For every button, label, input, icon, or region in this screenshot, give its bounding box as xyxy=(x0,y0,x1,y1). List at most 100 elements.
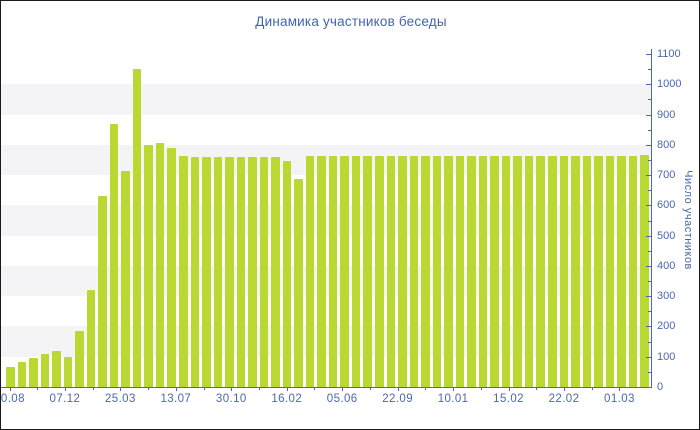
y-axis-title: Число участников xyxy=(682,170,694,270)
y-tick-label: 1100 xyxy=(657,48,681,60)
x-tick xyxy=(619,387,621,391)
y-tick xyxy=(646,54,651,55)
plot-area xyxy=(1,54,651,388)
bar xyxy=(421,155,430,387)
chart-title: Динамика участников беседы xyxy=(255,14,447,29)
x-tick xyxy=(231,387,233,391)
bar xyxy=(178,156,188,387)
y-tick xyxy=(646,387,651,388)
x-tick-label: 05.06 xyxy=(326,393,358,405)
x-tick-label: 22.02 xyxy=(548,393,580,405)
x-tick-label: 07.12 xyxy=(49,393,81,405)
bar xyxy=(29,357,38,387)
y-tick-label: 300 xyxy=(657,290,676,303)
bar xyxy=(582,155,592,387)
grid-band xyxy=(1,84,651,115)
bar xyxy=(478,155,488,387)
bar xyxy=(63,357,73,387)
y-minor-tick xyxy=(648,69,651,71)
y-tick-label: 100 xyxy=(657,350,676,363)
y-minor-tick xyxy=(648,281,651,283)
bar xyxy=(190,156,200,387)
y-tick xyxy=(646,296,651,298)
x-minor-tick xyxy=(480,387,482,390)
bar xyxy=(144,144,153,387)
bar xyxy=(398,155,407,387)
bar xyxy=(155,143,165,387)
bar xyxy=(236,156,246,387)
bar-series xyxy=(6,54,649,387)
bar xyxy=(6,367,15,387)
x-tick-label: 01.03 xyxy=(604,393,635,405)
bar xyxy=(501,155,511,387)
bar xyxy=(386,155,396,387)
x-tick xyxy=(286,387,288,391)
x-tick-label: 13.07 xyxy=(160,393,192,405)
y-tick-label: 600 xyxy=(657,199,676,212)
y-tick xyxy=(646,175,651,177)
x-tick-label: 25.03 xyxy=(105,393,136,405)
bar xyxy=(524,155,534,387)
x-minor-tick xyxy=(92,387,94,390)
y-tick xyxy=(646,114,651,116)
y-minor-tick xyxy=(648,190,651,192)
bar xyxy=(351,155,361,387)
y-minor-tick xyxy=(648,159,651,161)
y-tick-label: 500 xyxy=(657,229,676,242)
bar xyxy=(86,290,96,387)
y-tick xyxy=(646,84,651,86)
x-minor-tick xyxy=(314,387,316,390)
y-tick xyxy=(646,265,651,267)
bar xyxy=(375,155,384,387)
x-minor-tick xyxy=(37,387,39,390)
bar xyxy=(617,155,626,387)
bar xyxy=(17,362,27,387)
x-tick xyxy=(175,387,177,391)
y-tick xyxy=(646,205,651,207)
y-tick xyxy=(646,356,651,358)
bar xyxy=(98,196,107,387)
bar xyxy=(259,156,269,387)
bar xyxy=(40,354,50,387)
bar xyxy=(594,155,603,387)
x-tick-label: 15.02 xyxy=(493,393,524,405)
y-axis-line xyxy=(651,49,652,388)
x-minor-tick xyxy=(148,387,150,390)
y-tick-label: 0 xyxy=(657,381,664,393)
bar xyxy=(282,160,292,387)
x-tick xyxy=(397,387,399,391)
bar xyxy=(75,331,84,387)
bar xyxy=(559,155,569,387)
bar xyxy=(109,123,119,387)
y-tick-label: 900 xyxy=(657,108,676,121)
y-tick xyxy=(646,326,651,328)
x-minor-tick xyxy=(259,387,261,390)
x-tick-label: 30.10 xyxy=(215,393,247,405)
x-tick xyxy=(564,387,565,391)
bar xyxy=(605,155,615,387)
x-tick xyxy=(9,387,11,391)
bar xyxy=(444,155,453,387)
bar xyxy=(213,156,223,387)
x-tick-label: 16.02 xyxy=(271,393,303,405)
bar xyxy=(467,155,476,387)
x-tick xyxy=(342,387,344,391)
bar xyxy=(328,156,338,387)
y-minor-tick xyxy=(648,220,651,222)
bar xyxy=(363,155,372,387)
bar xyxy=(640,155,649,387)
y-tick-label: 200 xyxy=(657,320,676,333)
bar xyxy=(340,155,349,387)
bar xyxy=(536,155,545,387)
y-minor-tick xyxy=(648,99,651,101)
bar xyxy=(225,156,234,387)
x-tick xyxy=(64,387,66,391)
bar xyxy=(202,156,211,387)
y-minor-tick xyxy=(648,250,651,252)
y-tick xyxy=(646,144,651,146)
x-tick xyxy=(453,387,455,391)
bar xyxy=(455,155,465,387)
x-tick xyxy=(508,387,510,391)
x-minor-tick xyxy=(536,387,538,390)
